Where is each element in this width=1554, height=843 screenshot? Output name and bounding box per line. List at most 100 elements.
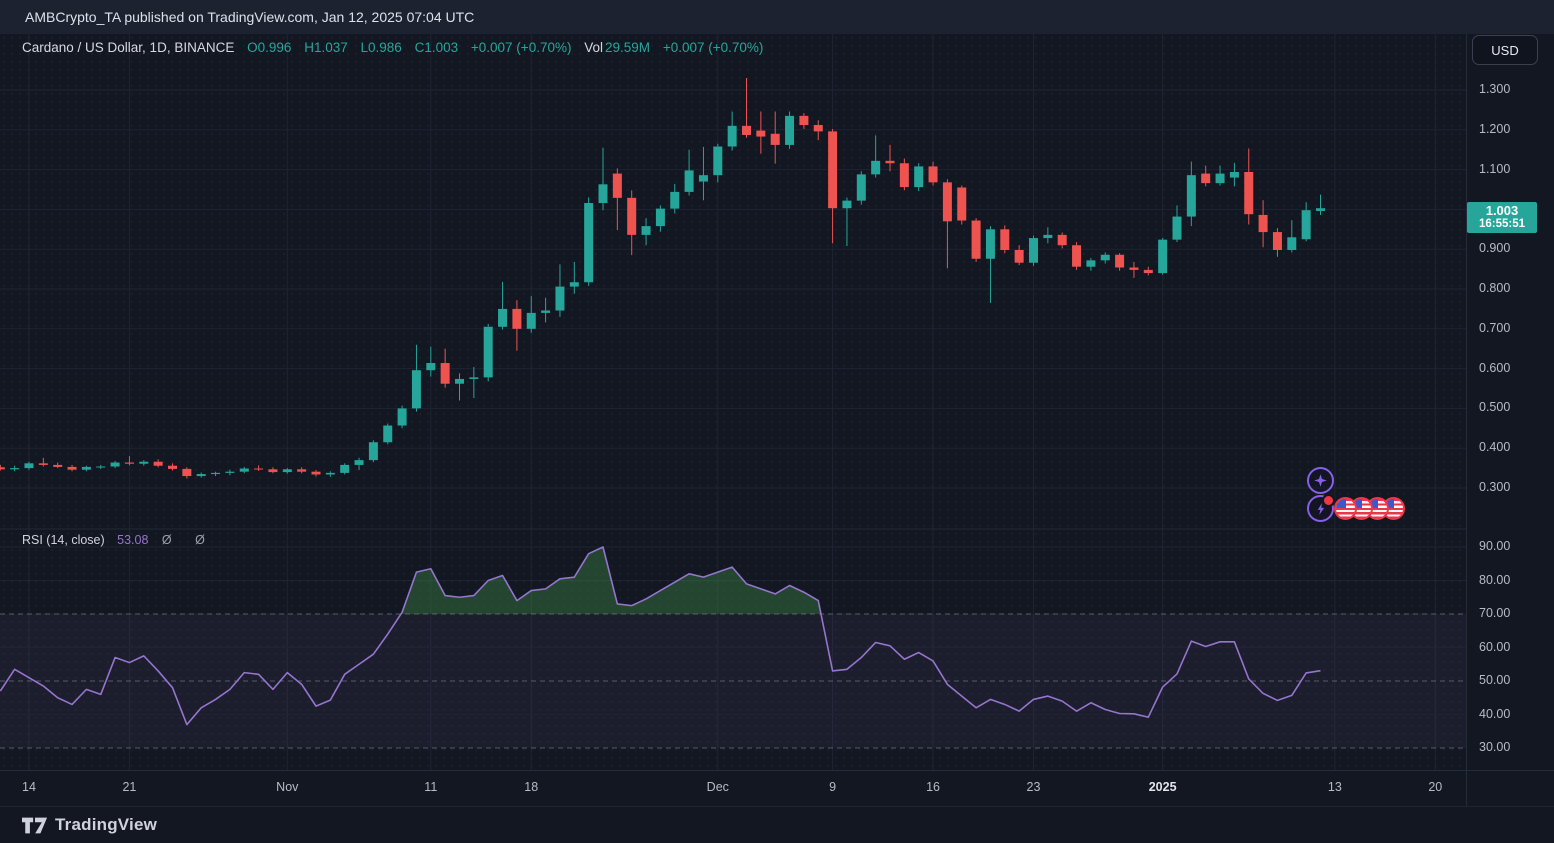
candle	[426, 363, 436, 371]
candle	[124, 462, 134, 464]
candle	[641, 226, 651, 235]
candle	[1072, 245, 1082, 267]
current-price-badge: 1.003 16:55:51	[1467, 202, 1537, 233]
candle	[756, 130, 766, 137]
rsi-legend: RSI (14, close) 53.08 Ø Ø	[22, 533, 215, 547]
candle	[368, 442, 378, 461]
time-tick-label: 14	[22, 780, 36, 794]
rsi-tick-label: 90.00	[1479, 539, 1511, 553]
candle	[67, 466, 77, 470]
bar-countdown: 16:55:51	[1478, 218, 1526, 230]
time-tick-label: 18	[524, 780, 539, 794]
open-value: 0.996	[257, 40, 292, 55]
price-tick-label: 0.400	[1479, 440, 1511, 455]
candle	[526, 312, 536, 329]
candle	[1316, 208, 1325, 211]
candle	[282, 469, 292, 473]
rsi-title: RSI (14, close)	[22, 533, 105, 547]
candle	[440, 363, 450, 384]
candle	[942, 182, 952, 222]
candle	[297, 469, 307, 472]
candle	[239, 468, 249, 472]
candle	[455, 378, 464, 384]
rsi-value: 53.08	[117, 533, 149, 547]
candle	[1043, 234, 1053, 239]
candle	[139, 461, 149, 464]
volume-value: 29.59M	[605, 40, 651, 55]
candle	[24, 463, 34, 469]
candle	[569, 282, 579, 287]
lightning-bolt-icon[interactable]	[1307, 494, 1335, 522]
candle	[684, 170, 694, 192]
price-axis[interactable]: 1.3001.2001.1001.0000.9000.8000.7000.600…	[1466, 34, 1554, 770]
candle	[627, 197, 637, 235]
candle	[598, 184, 608, 204]
candle	[1057, 234, 1067, 246]
chart-canvas[interactable]	[0, 34, 1466, 770]
price-tick-label: 1.100	[1479, 161, 1511, 176]
candle	[168, 465, 177, 469]
price-tick-label: 0.500	[1479, 400, 1511, 415]
rsi-tick-label: 60.00	[1479, 639, 1511, 654]
candle	[1143, 269, 1153, 274]
candle	[885, 160, 895, 164]
candle	[96, 466, 106, 468]
candle	[0, 467, 5, 470]
axis-corner	[1466, 770, 1554, 807]
footer-bar: TradingView	[0, 806, 1554, 843]
candle	[512, 308, 522, 329]
tradingview-logo[interactable]: TradingView	[22, 815, 157, 835]
candle	[1201, 173, 1211, 184]
candle	[1186, 175, 1196, 217]
sparkle-icon[interactable]	[1307, 467, 1334, 494]
event-flag-icons[interactable]	[1334, 497, 1405, 520]
candle	[254, 468, 264, 470]
candle	[828, 131, 838, 209]
rsi-marker-buttons[interactable]: Ø Ø	[161, 533, 215, 547]
time-tick-label: 13	[1327, 780, 1342, 794]
candle	[856, 174, 866, 201]
us-flag-icon[interactable]	[1334, 497, 1357, 520]
time-axis[interactable]: 14 21 Nov 11 18 Dec 9 16 23 2025 13 20	[0, 770, 1466, 807]
rsi-tick-label: 80.00	[1479, 572, 1511, 587]
candle	[469, 377, 479, 379]
candle	[354, 460, 364, 465]
change-value-2: +0.007 (+0.70%)	[662, 40, 764, 55]
notification-dot	[1322, 494, 1335, 507]
candle	[1014, 249, 1024, 263]
candle	[340, 464, 350, 473]
candle	[225, 471, 235, 473]
candle	[928, 166, 938, 183]
candle	[1229, 171, 1239, 178]
candle	[914, 166, 924, 188]
rsi-tick-label: 40.00	[1479, 706, 1511, 721]
candle	[871, 160, 881, 175]
candle	[785, 115, 795, 145]
candle	[110, 462, 120, 467]
candle	[1100, 254, 1110, 261]
candle	[196, 474, 206, 477]
rsi-tick-label: 30.00	[1479, 740, 1511, 754]
time-tick-label: 11	[424, 780, 438, 794]
candle	[1000, 229, 1010, 250]
time-tick-label: 23	[1026, 780, 1041, 794]
low-label: L	[360, 40, 369, 55]
attribution-bar: AMBCrypto_TA published on TradingView.co…	[0, 0, 1554, 34]
time-tick-label: Nov	[276, 780, 299, 794]
price-tick-label: 0.600	[1479, 360, 1511, 375]
candle	[211, 472, 221, 475]
chart-container[interactable]: Cardano / US Dollar, 1D, BINANCE O0.996 …	[0, 34, 1554, 807]
candle	[311, 471, 321, 475]
currency-button[interactable]: USD	[1472, 35, 1538, 65]
candle	[727, 125, 737, 147]
close-value: 1.003	[424, 40, 459, 55]
candle	[1258, 214, 1268, 233]
candle	[655, 208, 665, 227]
rsi-tick-label: 70.00	[1479, 606, 1511, 620]
candle	[53, 464, 63, 467]
candle	[813, 125, 823, 132]
candle	[383, 425, 393, 443]
candle	[498, 308, 508, 327]
candle	[842, 200, 852, 209]
time-tick-label: Dec	[706, 780, 729, 794]
